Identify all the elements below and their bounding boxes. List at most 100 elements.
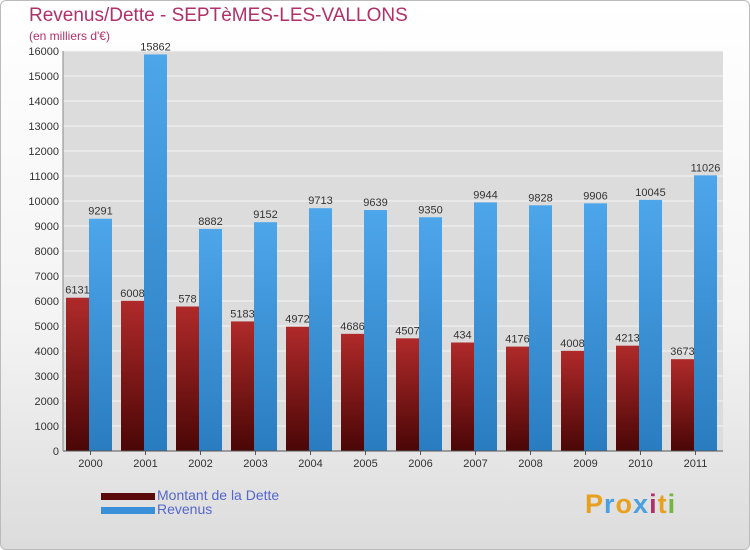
logo-letter: i	[649, 489, 658, 519]
y-tick-label: 13000	[28, 121, 59, 133]
data-label-revenus: 9152	[253, 209, 277, 221]
bar-revenus	[364, 210, 387, 451]
legend-swatch-revenus	[101, 506, 155, 514]
data-label-debt: 6008	[120, 288, 144, 300]
bar-debt	[506, 346, 529, 451]
bar-revenus	[254, 222, 277, 451]
legend-item-debt: Montant de la Dette	[101, 487, 279, 503]
y-tick-label: 0	[53, 446, 59, 458]
x-axis-ticks: 2000 2001 2002 2003 2004 2005 2006 2007 2008 2009…	[78, 451, 707, 470]
y-tick-label: 11000	[29, 171, 59, 183]
data-label-revenus: 9350	[418, 204, 442, 216]
bars	[66, 54, 717, 451]
bar-revenus	[309, 208, 332, 451]
logo-letter: P	[585, 489, 605, 519]
bar-revenus	[89, 218, 112, 451]
data-label-debt: 4176	[505, 334, 529, 346]
y-tick-label: 5000	[35, 321, 59, 333]
bar-debt	[121, 300, 144, 451]
bar-debt	[396, 338, 419, 451]
y-tick-label: 14000	[28, 96, 59, 108]
data-label-revenus: 9291	[88, 206, 112, 218]
y-tick-label: 2000	[35, 396, 59, 408]
y-tick-label: 3000	[35, 371, 59, 383]
x-tick-label: 2006	[408, 458, 432, 470]
data-label-revenus: 9906	[583, 190, 607, 202]
data-label-debt: 4686	[340, 321, 364, 333]
bar-debt	[286, 326, 309, 451]
legend-label-revenus: Revenus	[157, 501, 213, 517]
grid-lines	[63, 50, 723, 452]
bar-revenus	[199, 228, 222, 451]
bar-debt	[231, 321, 254, 451]
logo-letter: i	[667, 489, 677, 519]
chart-title: Revenus/Dette - SEPTèMES-LES-VALLONS	[29, 5, 408, 26]
legend-item-revenus: Revenus	[101, 501, 212, 517]
legend-label-debt: Montant de la Dette	[157, 487, 280, 503]
y-axis-ticks: 0 1000 2000 3000 4000 5000 6000 7000 8000 9000 100…	[28, 46, 59, 458]
bar-revenus	[694, 175, 717, 451]
x-tick-label: 2001	[133, 458, 157, 470]
y-tick-label: 16000	[28, 46, 59, 58]
x-tick-label: 2010	[628, 458, 652, 470]
x-tick-label: 2005	[353, 458, 377, 470]
x-tick-label: 2008	[518, 458, 542, 470]
data-label-revenus: 10045	[635, 187, 666, 199]
x-tick-label: 2007	[463, 458, 487, 470]
data-labels: 6131 9291 6008 15862 578 8882 5183 9152 4972 9713…	[65, 41, 720, 358]
logo-letter: o	[615, 489, 634, 519]
x-tick-label: 2004	[298, 458, 322, 470]
y-tick-label: 6000	[35, 296, 59, 308]
bar-debt	[451, 342, 474, 451]
y-tick-label: 15000	[28, 71, 59, 83]
data-label-revenus: 9944	[473, 189, 497, 201]
data-label-debt: 4213	[615, 333, 639, 345]
data-label-revenus: 8882	[198, 216, 222, 228]
y-tick-label: 9000	[35, 221, 59, 233]
bar-revenus	[144, 54, 167, 451]
bar-debt	[561, 350, 584, 451]
y-tick-label: 4000	[35, 346, 59, 358]
logo-letter: t	[657, 489, 668, 519]
bar-debt	[671, 359, 694, 451]
proxiti-logo: Proxiti	[585, 489, 676, 520]
data-label-revenus: 11026	[691, 162, 721, 174]
data-label-debt: 4972	[285, 314, 309, 326]
x-tick-label: 2009	[573, 458, 597, 470]
bar-revenus	[639, 199, 662, 451]
y-tick-label: 7000	[35, 271, 59, 283]
data-label-revenus: 9639	[363, 197, 387, 209]
data-label-debt: 4008	[560, 338, 584, 350]
y-tick-label: 8000	[35, 246, 59, 258]
data-label-debt: 578	[178, 294, 196, 306]
data-label-revenus: 15862	[140, 41, 171, 53]
bar-revenus	[419, 217, 442, 451]
bar-debt	[341, 333, 364, 451]
bar-debt	[176, 306, 199, 451]
y-tick-label: 10000	[28, 196, 59, 208]
bar-revenus	[529, 205, 552, 451]
logo-letter: x	[633, 489, 650, 519]
bar-revenus	[474, 202, 497, 451]
x-tick-label: 2003	[243, 458, 267, 470]
data-label-revenus: 9713	[308, 195, 332, 207]
chart-subtitle: (en milliers d'€)	[29, 29, 110, 43]
x-tick-label: 2000	[78, 458, 102, 470]
data-label-debt: 6131	[65, 285, 89, 297]
y-tick-label: 12000	[28, 146, 59, 158]
data-label-debt: 434	[453, 330, 471, 342]
legend-swatch-debt	[101, 492, 155, 500]
bar-revenus	[584, 203, 607, 451]
data-label-revenus: 9828	[528, 192, 552, 204]
data-label-debt: 4507	[395, 325, 419, 337]
bar-debt	[616, 345, 639, 451]
logo-letter: r	[604, 489, 616, 519]
x-tick-label: 2011	[684, 458, 708, 470]
data-label-debt: 3673	[670, 346, 694, 358]
x-tick-label: 2002	[188, 458, 212, 470]
data-label-debt: 5183	[230, 308, 254, 320]
y-tick-label: 1000	[35, 421, 59, 433]
bar-debt	[66, 297, 89, 451]
